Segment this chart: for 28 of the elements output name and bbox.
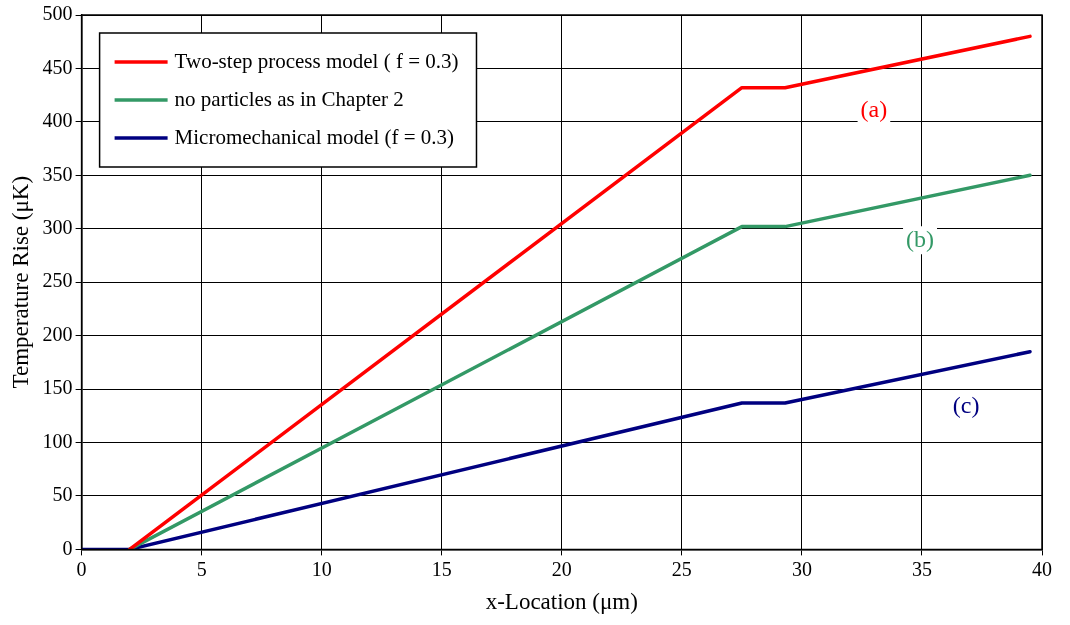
annotation: (a) [860,96,888,123]
x-tick-label: 15 [431,557,452,580]
x-tick-label: 35 [911,557,932,580]
legend-label: Micromechanical model (f = 0.3) [174,124,455,149]
y-tick-label: 300 [42,216,73,239]
x-tick-label: 25 [671,557,692,580]
x-tick-label: 0 [76,557,87,580]
x-tick-label: 5 [196,557,207,580]
y-tick-label: 500 [42,2,73,25]
y-tick-label: 200 [42,322,73,345]
y-axis-title: Temperature Rise (μK) [7,175,33,389]
x-axis-title: x-Location (μm) [485,589,638,615]
y-tick-label: 150 [42,376,73,399]
x-tick-label: 10 [311,557,332,580]
y-tick-label: 0 [62,536,73,559]
y-tick-label: 50 [52,483,73,506]
y-tick-label: 450 [42,55,73,78]
y-tick-label: 400 [42,109,73,132]
x-tick-label: 30 [791,557,812,580]
annotation: (b) [906,225,935,252]
x-tick-label: 40 [1032,557,1052,580]
x-tick-label: 20 [551,557,572,580]
y-tick-label: 250 [42,269,73,292]
y-tick-label: 100 [42,429,73,452]
annotation: (c) [952,392,980,419]
legend-label: Two-step process model ( f = 0.3) [174,48,459,73]
y-tick-label: 350 [42,162,73,185]
legend-label: no particles as in Chapter 2 [174,86,404,111]
